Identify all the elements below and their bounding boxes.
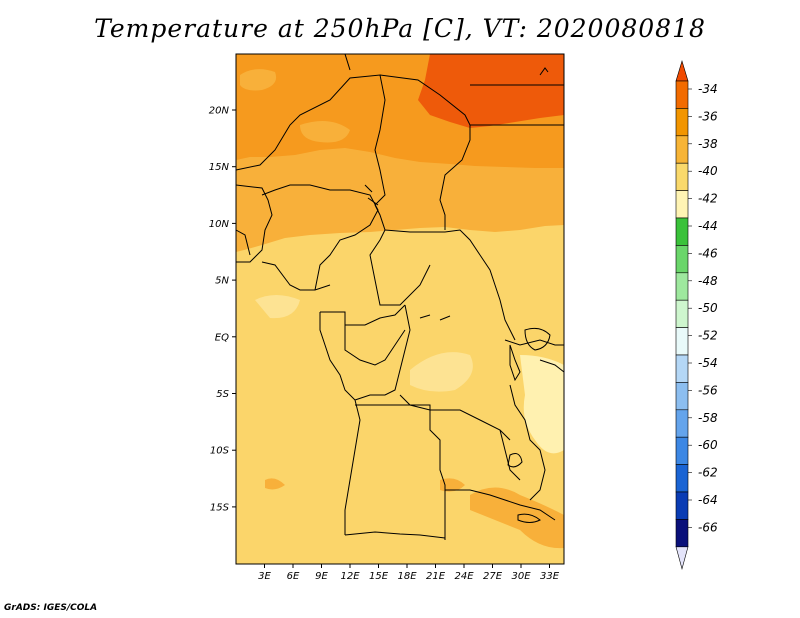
colorbar-label: -62 (698, 466, 718, 480)
lon-label: 12E (340, 571, 360, 582)
field-blob (300, 121, 350, 143)
field-light-orange (470, 487, 564, 549)
lon-label: 27E (483, 571, 503, 582)
colorbar-bin (675, 272, 689, 301)
field-light-orange (265, 478, 285, 490)
colorbar-label: -50 (698, 301, 718, 315)
colorbar-label: -60 (698, 438, 718, 452)
colorbar-label: -66 (698, 520, 718, 534)
colorbar-label: -58 (698, 411, 718, 425)
colorbar-bin (675, 354, 689, 383)
colorbar-label: -34 (698, 82, 718, 96)
colorbar-label: -64 (698, 493, 718, 507)
colorbar-label: -48 (698, 274, 718, 288)
colorbar-bin (675, 162, 689, 191)
lon-axis: 3E 6E 9E 12E 15E 18E 21E 24E 27E 30E 33E (258, 564, 560, 582)
lon-label: 33E (540, 571, 560, 582)
colorbar-bin (675, 464, 689, 493)
lon-label: 18E (397, 571, 417, 582)
colorbar-bin (675, 80, 689, 109)
colorbar-bin (675, 491, 689, 520)
map-title: Temperature at 250hPa [C], VT: 202008081… (94, 14, 706, 43)
field-blob (240, 69, 277, 91)
lat-label: 5S (216, 389, 229, 400)
colorbar-bin (675, 245, 689, 274)
field-pale-yellow (410, 352, 473, 392)
lat-label: 20N (209, 106, 230, 117)
country-borders (235, 53, 565, 540)
temperature-field (236, 54, 564, 564)
colorbar-label: -40 (698, 164, 718, 178)
field-pale (520, 355, 564, 454)
colorbar-bottom-arrow (675, 546, 689, 570)
colorbar-label: -42 (698, 192, 718, 206)
field-warmest (418, 54, 564, 128)
colorbar-bin (675, 190, 689, 219)
colorbar-bin (675, 217, 689, 246)
colorbar-bin (675, 135, 689, 164)
lon-label: 24E (454, 571, 474, 582)
field-pale-yellow (255, 295, 300, 319)
colorbar-label: -44 (698, 219, 718, 233)
lat-label: 5N (215, 276, 229, 287)
lon-label: 6E (287, 571, 300, 582)
lon-label: 21E (426, 571, 446, 582)
lat-label: 15N (209, 162, 230, 173)
lon-label: 3E (258, 571, 271, 582)
field-light-orange (440, 478, 465, 492)
lat-label: 15S (210, 502, 230, 513)
colorbar-label: -56 (698, 383, 718, 397)
lat-label: 10S (210, 446, 230, 457)
lon-label: 9E (315, 571, 328, 582)
colorbar-bin (675, 108, 689, 137)
colorbar-bin (675, 436, 689, 465)
lat-label: EQ (215, 332, 229, 343)
colorbar-label: -46 (698, 246, 718, 260)
colorbar-top-arrow (675, 59, 689, 82)
colorbar-bin (675, 327, 689, 356)
colorbar-label: -36 (698, 109, 718, 123)
lon-label: 15E (369, 571, 389, 582)
colorbar-label: -38 (698, 137, 718, 151)
lat-axis: 20N 15N 10N 5N EQ 5S 10S 15S (209, 106, 236, 513)
colorbar-bin (675, 409, 689, 438)
colorbar-label: -52 (698, 329, 718, 343)
colorbar-bin (675, 519, 689, 548)
colorbar: -34 -36 -38 -40 -42 -44 -46 -48 -50 -52 -54 -56 -58 -… (675, 59, 718, 570)
colorbar-bin (675, 382, 689, 411)
lat-label: 10N (209, 219, 230, 230)
lon-label: 30E (511, 571, 531, 582)
colorbar-label: -54 (698, 356, 718, 370)
colorbar-bin (675, 299, 689, 328)
map-frame (235, 53, 565, 565)
grads-credit: GrADS: IGES/COLA (4, 603, 98, 613)
